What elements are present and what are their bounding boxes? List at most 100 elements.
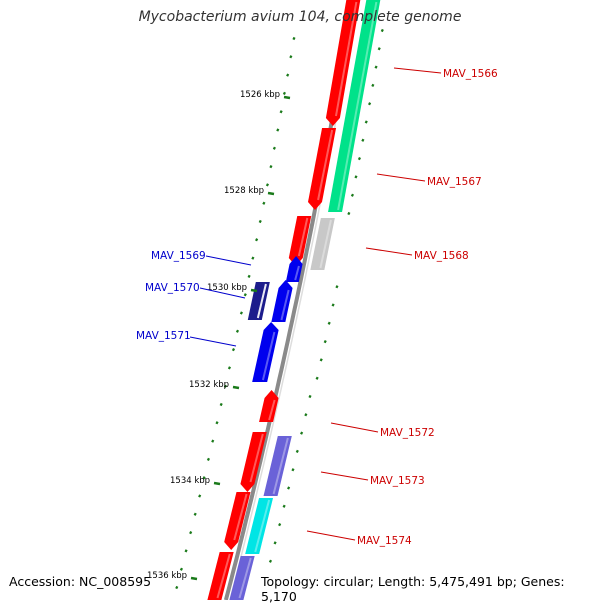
scale-tick <box>273 541 277 545</box>
gene-label: MAV_1568 <box>414 250 469 262</box>
scale-tick <box>304 413 308 417</box>
gene-label: MAV_1574 <box>357 535 412 547</box>
gene-block-mav-1570-body <box>271 280 293 322</box>
gene-block-mav-1573-red-body <box>240 432 267 492</box>
gene-block-mav-1569-body <box>285 256 303 282</box>
scale-tick <box>255 238 259 242</box>
scale-tick <box>291 468 295 472</box>
scale-tick <box>278 522 282 527</box>
scale-tick <box>231 347 236 352</box>
outer-scale-ticks <box>268 28 384 563</box>
scale-tick <box>175 585 179 590</box>
gene-block-lavender-bottom <box>229 556 255 600</box>
scale-tick <box>265 183 269 187</box>
scale-tick <box>206 457 210 462</box>
gene-label: MAV_1569 <box>151 250 206 262</box>
gene-block-mav-1570-navy-shine <box>256 283 267 319</box>
gene-block-lavender-bottom-body <box>229 556 255 600</box>
gene-block-mav-1570-navy <box>247 282 270 320</box>
scale-label-tick <box>232 385 240 390</box>
scale-tick <box>368 102 372 106</box>
scale-label-tick <box>267 191 275 196</box>
scale-tick <box>268 559 273 563</box>
gene-leader-line <box>199 287 246 299</box>
gene-block-mav-1572-red-body <box>259 390 279 422</box>
scale-tick <box>235 329 240 333</box>
gene-block-mav-1572-red <box>259 390 279 422</box>
gene-label: MAV_1567 <box>427 176 482 188</box>
scale-tick <box>374 65 378 69</box>
gene-block-mav-1571-shine <box>261 331 276 381</box>
scale-label-tick <box>283 95 291 100</box>
scale-tick <box>371 83 375 88</box>
gene-block-mav-1571 <box>252 322 279 382</box>
scale-label: 1534 kbp <box>170 476 210 486</box>
gene-block-mav-1572-red-shine <box>268 399 276 421</box>
scale-tick <box>239 311 243 315</box>
gene-block-mav-1569 <box>285 256 303 282</box>
scale-tick <box>354 175 358 179</box>
gene-leader-line <box>306 530 356 541</box>
gene-leader-line <box>393 67 442 74</box>
gene-block-mav-1566-red-shine <box>334 1 358 117</box>
gene-block-lavender-bottom-shine <box>238 557 252 599</box>
gene-block-mav-1574-red-shine <box>233 493 248 541</box>
scale-tick <box>184 549 188 553</box>
scale-label: 1530 kbp <box>207 283 247 293</box>
scale-tick <box>295 449 299 454</box>
scale-tick <box>272 146 276 150</box>
scale-tick <box>193 512 197 516</box>
gene-block-red-bottom-body <box>207 552 234 600</box>
gene-label: MAV_1570 <box>145 282 200 294</box>
scale-tick <box>243 293 247 297</box>
scale-tick <box>198 494 202 498</box>
gene-block-mav-1568-gray-shine <box>319 219 332 269</box>
scale-tick <box>380 28 384 33</box>
gene-leader-line <box>365 247 413 256</box>
scale-tick <box>279 110 283 114</box>
gene-leader-line <box>205 255 252 266</box>
scale-tick <box>215 421 219 425</box>
gene-block-mav-1570 <box>271 280 293 322</box>
scale-tick <box>227 366 231 370</box>
gene-block-mav-1573-lavender-shine <box>272 437 289 495</box>
scale-tick <box>287 486 291 490</box>
gene-leader-line <box>320 471 369 481</box>
scale-tick <box>335 285 339 289</box>
gene-block-mav-1573-lavender-body <box>263 436 292 496</box>
scale-tick <box>219 402 223 407</box>
gene-block-mav-1569-shine <box>294 265 300 281</box>
gene-block-mav-1567-red <box>308 128 337 210</box>
scale-label: 1528 kbp <box>224 186 264 196</box>
gene-block-mav-1574-cyan-body <box>245 498 274 554</box>
scale-label-tick <box>250 288 258 293</box>
scale-tick <box>202 476 206 480</box>
scale-tick <box>319 358 323 362</box>
gene-block-red-bottom <box>207 552 234 600</box>
accession-text: Accession: NC_008595 <box>9 574 152 589</box>
scale-tick <box>269 164 273 169</box>
scale-tick <box>282 504 286 508</box>
gene-block-mav-1567-red-shine <box>317 129 334 201</box>
scale-ticks <box>175 36 296 590</box>
scale-tick <box>247 274 251 279</box>
gene-block-mav-1573-red <box>240 432 267 492</box>
scale-tick <box>327 321 331 325</box>
map-title: Mycobacterium avium 104, complete genome <box>138 9 462 25</box>
gene-label: MAV_1571 <box>136 330 191 342</box>
scale-tick <box>276 128 280 132</box>
scale-label: 1536 kbp <box>147 571 187 581</box>
scale-tick <box>282 91 286 96</box>
gene-block-mav-1566-red-body <box>325 0 361 126</box>
scale-tick <box>331 303 335 307</box>
gene-block-mav-1573-lavender <box>263 436 292 496</box>
scale-tick <box>377 47 381 51</box>
scale-tick <box>323 339 327 344</box>
gene-block-mav-1574-red <box>224 492 251 550</box>
scale-label-tick <box>213 481 221 486</box>
gene-block-mav-1574-cyan-shine <box>254 499 271 553</box>
gene-label: MAV_1566 <box>443 68 498 80</box>
gene-block-mav-1568-red <box>288 216 312 266</box>
gene-block-mav-1568-gray-body <box>310 218 335 270</box>
